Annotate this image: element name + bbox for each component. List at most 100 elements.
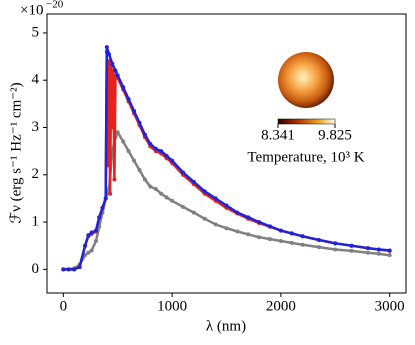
star-disk [278,52,334,108]
point [246,232,251,237]
point [278,238,283,243]
colorbar-label: Temperature, 10³ K [247,149,364,165]
point [121,85,126,90]
point [83,243,88,248]
y-tick-label: 2 [32,166,40,182]
point [153,146,158,151]
point [89,248,94,253]
point [191,210,196,215]
point [103,196,108,201]
point [115,73,120,78]
point [110,125,115,130]
y-tick-label: 5 [32,24,40,40]
y-tick-label: 3 [32,119,40,135]
point [121,139,126,144]
point [333,241,338,246]
point [224,203,229,208]
point [278,228,283,233]
point [137,168,142,173]
point [235,229,240,234]
x-tick-label: 1000 [157,298,187,314]
point [365,250,370,255]
point [61,267,66,272]
point [316,245,321,250]
point [108,191,113,196]
point [257,235,262,240]
point [387,248,392,253]
point [132,158,137,163]
point [180,204,185,209]
point [86,233,91,238]
point [170,158,175,163]
point [137,120,142,125]
point [257,220,262,225]
point [126,97,131,102]
point [289,240,294,245]
point [115,130,120,135]
x-tick-label: 0 [60,298,68,314]
point [142,132,147,137]
point [333,247,338,252]
y-tick-label: 0 [32,261,40,277]
y-tick-label: 4 [32,72,40,88]
point [213,222,218,227]
point [235,210,240,215]
point [349,248,354,253]
point [376,251,381,256]
point [349,243,354,248]
y-tick-label: 1 [32,214,40,230]
point [159,149,164,154]
point [224,226,229,231]
point [72,267,77,272]
point [77,264,82,269]
point [180,170,185,175]
point [159,191,164,196]
plot-frame [46,13,407,294]
point [112,177,117,182]
y-offset-exponent: −20 [46,0,64,11]
point [132,108,137,113]
point [89,230,94,235]
colorbar [277,118,336,125]
point [110,61,115,66]
point [93,228,98,233]
point [376,247,381,252]
y-axis-label: ℱν (erg s⁻¹ Hz⁻¹ cm⁻²) [8,82,24,223]
point [300,242,305,247]
point [148,142,153,147]
point [153,186,158,191]
point [107,52,112,57]
point [164,195,169,200]
point [148,184,153,189]
point [300,234,305,239]
point [316,238,321,243]
point [268,237,273,242]
point [66,267,71,272]
point [202,189,207,194]
point [289,231,294,236]
point [213,196,218,201]
point [170,198,175,203]
point [126,149,131,154]
x-axis-label: λ (nm) [206,318,246,334]
point [268,224,273,229]
point [97,215,102,220]
point [365,246,370,251]
point [142,177,147,182]
y-offset-base: ×10 [20,2,43,18]
point [246,215,251,220]
point [202,216,207,221]
point [164,153,169,158]
point [104,45,109,50]
point [86,250,91,255]
point [387,253,392,258]
point [191,179,196,184]
point [100,205,105,210]
point [93,238,98,243]
colorbar-tick-label: 8.341 [261,127,295,143]
x-tick-label: 3000 [375,298,405,314]
x-tick-label: 2000 [266,298,296,314]
colorbar-tick-label: 9.825 [318,127,352,143]
